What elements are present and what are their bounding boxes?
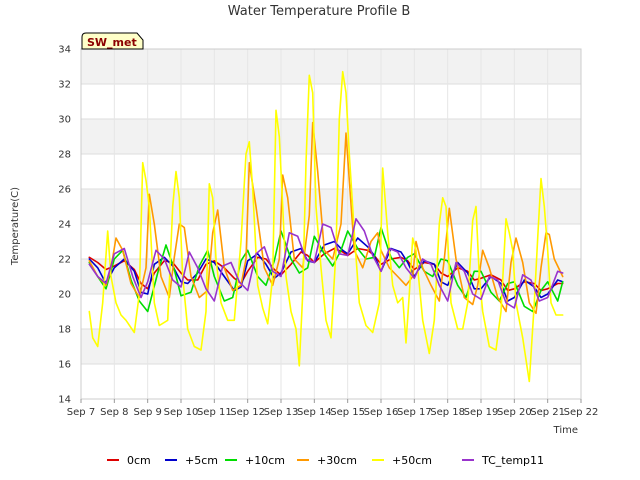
legend-label: TC_temp11 (481, 454, 544, 467)
y-axis-label: Temperature(C) (10, 187, 21, 266)
series-line-tc-temp11 (88, 218, 564, 309)
legend-label: +5cm (185, 454, 218, 467)
x-tick-label: Sep 9 (133, 407, 161, 418)
x-tick-label: Sep 14 (297, 407, 332, 418)
x-tick-label: Sep 15 (330, 407, 365, 418)
y-tick-label: 14 (58, 395, 71, 406)
x-tick-label: Sep 17 (397, 407, 432, 418)
plot-band (81, 84, 581, 119)
y-tick-label: 24 (58, 220, 71, 231)
legend-label: +50cm (392, 454, 432, 467)
station-badge-box (81, 32, 144, 50)
series-line-30cm (88, 121, 564, 315)
legend: 0cm +5cm +10cm +30cm +50cm TC_temp11 (107, 454, 544, 467)
series-line-50cm (88, 70, 564, 383)
x-tick-label: Sep 22 (564, 407, 599, 418)
x-tick-label: Sep 12 (230, 407, 265, 418)
chart-title: Water Temperature Profile B (228, 4, 411, 19)
x-tick-label: Sep 11 (197, 407, 232, 418)
plot-band (81, 189, 581, 224)
x-tick-label: Sep 18 (430, 407, 465, 418)
series-lines (88, 70, 564, 383)
legend-label: +30cm (317, 454, 357, 467)
plot-band (81, 364, 581, 399)
y-tick-label: 30 (58, 115, 71, 126)
x-tick-label: Sep 13 (264, 407, 299, 418)
y-tick-label: 16 (58, 360, 71, 371)
x-axis-label: Time (553, 425, 578, 436)
plot-band (81, 119, 581, 154)
x-tick-label: Sep 10 (164, 407, 199, 418)
y-tick-label: 26 (58, 185, 71, 196)
station-badge: SW_met (81, 32, 144, 50)
legend-label: +10cm (245, 454, 285, 467)
plot-band (81, 49, 581, 84)
x-tick-label: Sep 21 (530, 407, 565, 418)
x-tick-label: Sep 20 (497, 407, 532, 418)
x-tick-label: Sep 19 (464, 407, 499, 418)
y-tick-label: 20 (58, 290, 71, 301)
plot-band (81, 154, 581, 189)
y-tick-label: 22 (58, 255, 71, 266)
y-tick-label: 28 (58, 150, 71, 161)
x-tick-label: Sep 7 (67, 407, 95, 418)
y-tick-label: 34 (58, 45, 71, 56)
y-tick-label: 32 (58, 80, 71, 91)
y-tick-label: 18 (58, 325, 71, 336)
legend-label: 0cm (127, 454, 151, 467)
x-tick-label: Sep 8 (100, 407, 128, 418)
station-badge-label: SW_met (87, 36, 137, 49)
plot-frame (80, 48, 582, 400)
y-axis-ticks: 14 16 18 20 22 24 26 28 30 32 34 (58, 45, 71, 406)
x-tick-label: Sep 16 (364, 407, 399, 418)
